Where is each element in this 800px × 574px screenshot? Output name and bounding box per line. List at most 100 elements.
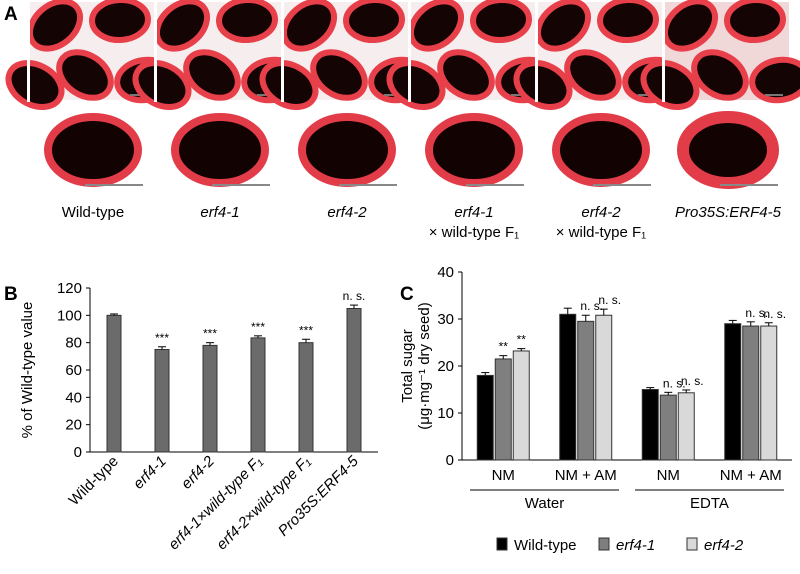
photo-frame <box>281 0 284 102</box>
group-label: Water <box>525 495 564 512</box>
bar <box>742 325 760 461</box>
seed <box>216 0 278 44</box>
error-bar <box>664 391 673 396</box>
seed <box>259 59 319 111</box>
significance: *** <box>155 331 169 345</box>
caption: Wild-type <box>62 204 125 221</box>
y-tick-label: 0 <box>446 452 454 469</box>
seed-closeup <box>171 113 269 187</box>
error-bar <box>728 319 737 324</box>
y-tick-label: 100 <box>57 307 82 324</box>
error-bar <box>563 307 572 315</box>
bar <box>476 374 494 461</box>
legend-swatch <box>496 537 508 551</box>
seed <box>407 0 465 52</box>
error-bar <box>302 338 310 343</box>
significance: *** <box>251 320 265 334</box>
bar <box>250 337 266 453</box>
error-bar <box>682 389 691 393</box>
photo-frame <box>535 0 538 102</box>
y-tick-label: 10 <box>437 405 454 422</box>
caption: erf4-2 <box>581 204 621 221</box>
y-axis-label: Total sugar <box>399 329 416 402</box>
significance: n. s. <box>598 293 621 307</box>
legend-swatch <box>598 537 610 551</box>
seed-closeup <box>425 113 523 187</box>
bar <box>154 349 170 453</box>
bar <box>559 313 577 461</box>
significance: *** <box>203 327 217 341</box>
error-bar <box>764 322 773 327</box>
x-tick-label: Wild-type <box>66 453 122 509</box>
seed <box>89 0 151 44</box>
seed <box>56 49 114 101</box>
bar <box>724 323 742 461</box>
bar <box>202 344 218 453</box>
seed <box>310 49 368 101</box>
seed <box>724 0 786 44</box>
error-bar <box>158 346 166 350</box>
error-bar <box>350 304 358 309</box>
error-bar <box>481 372 490 376</box>
seed <box>183 49 241 101</box>
caption: erf4-1 <box>200 204 239 221</box>
y-tick-label: 80 <box>65 335 82 352</box>
error-bar <box>499 355 508 359</box>
seed <box>26 0 84 52</box>
significance: *** <box>299 323 313 337</box>
bar <box>659 394 677 461</box>
caption: Pro35S:ERF4-5 <box>675 204 782 221</box>
x-tick-label: NM + AM <box>555 467 617 484</box>
panel-label: A <box>4 4 18 25</box>
legend-label: Wild-type <box>514 537 577 554</box>
x-tick-label: erf4-1 <box>130 453 170 493</box>
seed <box>386 59 446 111</box>
seed <box>437 49 495 101</box>
bar <box>595 314 613 461</box>
error-bar <box>206 342 214 346</box>
x-tick-label: NM <box>492 467 515 484</box>
seed <box>470 0 532 44</box>
legend-label: erf4-1 <box>616 537 655 554</box>
bar <box>577 320 595 461</box>
seed <box>691 49 749 101</box>
seed-closeup <box>552 113 650 187</box>
y-tick-label: 0 <box>74 444 82 461</box>
bar <box>298 342 314 453</box>
y-tick-label: 30 <box>437 311 454 328</box>
legend-label: erf4-2 <box>704 537 744 554</box>
seed-closeup <box>44 113 142 187</box>
seed-closeup <box>298 113 396 187</box>
group-label: EDTA <box>690 495 729 512</box>
bar <box>677 392 695 461</box>
significance: n. s. <box>663 376 686 390</box>
significance: ** <box>517 333 527 347</box>
bar <box>512 350 530 461</box>
seed <box>343 0 405 44</box>
caption: × wild-type F₁ <box>429 224 520 241</box>
significance: n. s. <box>681 374 704 388</box>
error-bar <box>254 335 262 338</box>
seed <box>153 0 211 52</box>
bar <box>346 308 362 453</box>
caption: erf4-1 <box>454 204 493 221</box>
photo-frame <box>408 0 411 102</box>
seed <box>280 0 338 52</box>
photo-frame <box>662 0 665 102</box>
seed <box>749 56 800 104</box>
error-bar <box>581 314 590 322</box>
significance: n. s. <box>763 307 786 321</box>
y-tick-label: 40 <box>65 389 82 406</box>
legend-swatch <box>686 537 698 551</box>
error-bar <box>746 321 755 327</box>
significance: n. s. <box>580 299 603 313</box>
significance: n. s. <box>745 306 768 320</box>
error-bar <box>646 387 655 390</box>
significance: ** <box>499 340 509 354</box>
bar <box>106 314 122 453</box>
seed <box>132 59 192 111</box>
seed <box>661 0 719 52</box>
photo-frame <box>154 0 157 102</box>
x-tick-label: NM + AM <box>720 467 782 484</box>
